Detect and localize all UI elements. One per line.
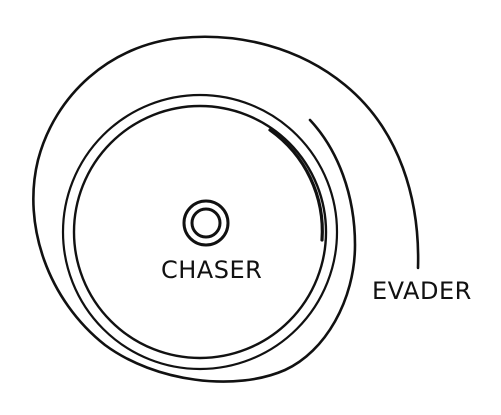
evader-spiral-path [32, 35, 420, 383]
chaser-label: CHASER [161, 256, 262, 284]
chaser-ring-inner [190, 207, 222, 239]
chaser-ring-outer [182, 199, 230, 247]
orbit-circle-outer [61, 93, 339, 371]
evader-label: EVADER [372, 277, 472, 305]
orbit-circle-inner [72, 104, 328, 360]
orbit-circle-inner-overlap [268, 128, 324, 242]
